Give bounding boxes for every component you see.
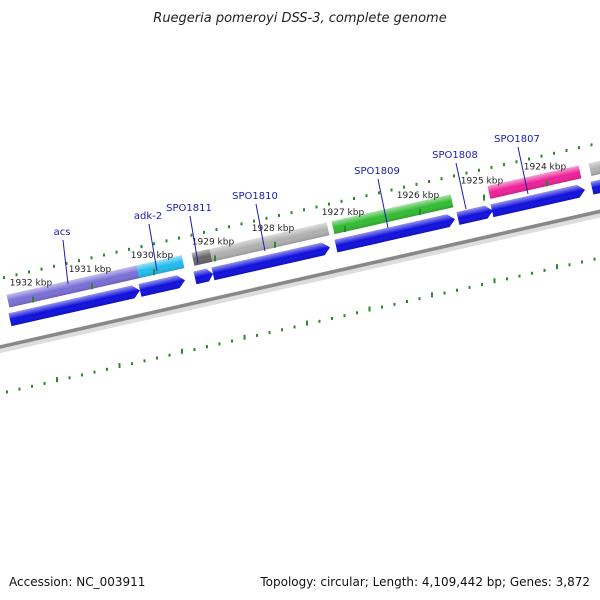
gene-label-spo1807[interactable]: SPO1807	[494, 134, 540, 145]
leader-spo1807	[517, 146, 529, 195]
gene-bar-spo1809	[331, 194, 454, 235]
cds-arrow-2	[193, 268, 214, 285]
tick-label-1927: 1927 kbp	[322, 208, 365, 218]
backbone-line	[0, 209, 600, 349]
cds-arrow-5	[456, 205, 493, 225]
leader-spo1809	[377, 178, 389, 229]
leader-acs	[62, 239, 69, 285]
tick-label-1928: 1928 kbp	[252, 224, 295, 234]
map-title: Ruegeria pomeroyi DSS-3, complete genome	[153, 11, 446, 26]
gene-label-spo1808[interactable]: SPO1808	[432, 150, 478, 161]
cds-arrow-1	[138, 275, 186, 297]
gene-label-spo1811[interactable]: SPO1811	[166, 203, 212, 214]
tick-label-1929: 1929 kbp	[192, 237, 235, 247]
leader-spo1810	[255, 203, 266, 252]
tick-label-1924: 1924 kbp	[524, 162, 567, 172]
gene-track	[6, 158, 600, 308]
gene-bar-partial	[588, 158, 600, 177]
backbone	[0, 209, 600, 354]
gene-label-spo1810[interactable]: SPO1810	[232, 191, 278, 202]
accession-text: Accession: NC_003911	[9, 575, 146, 589]
leader-spo1808	[455, 162, 467, 210]
cds-arrow-7	[590, 179, 600, 195]
gene-bar-spo1807	[487, 165, 582, 199]
cds-arrow-4	[334, 214, 455, 253]
leader-adk-2	[148, 223, 158, 272]
gene-bar-spo1811	[191, 248, 213, 266]
tick-ring: 1932 kbp 1931 kbp 1930 kbp 1929 kbp 1928 kbp…	[3, 143, 593, 303]
tick-label-1925: 1925 kbp	[461, 177, 504, 187]
tick-label-1930: 1930 kbp	[131, 251, 174, 261]
cds-arrow-6	[490, 184, 586, 218]
gene-bar-spo1810	[209, 222, 330, 262]
gene-bar-acs	[6, 265, 140, 308]
gene-bar-adk-2	[136, 255, 185, 279]
tick-label-1926: 1926 kbp	[397, 191, 440, 201]
gene-labels: acs adk-2 SPO1811 SPO1810 SPO1809 SPO1808 SPO1…	[54, 134, 540, 285]
gene-label-adk-2[interactable]: adk-2	[134, 211, 162, 222]
cds-arrow-0	[8, 285, 140, 327]
tick-label-1932: 1932 kbp	[10, 279, 53, 289]
genome-summary-text: Topology: circular; Length: 4,109,442 bp…	[260, 575, 590, 589]
cds-track	[8, 179, 600, 327]
gene-label-spo1809[interactable]: SPO1809	[354, 166, 400, 177]
tick-label-1931: 1931 kbp	[69, 265, 112, 275]
leader-spo1811	[189, 215, 199, 264]
inner-tick-ring	[6, 257, 596, 394]
cds-arrow-3	[211, 242, 330, 281]
gene-label-acs[interactable]: acs	[54, 227, 71, 238]
